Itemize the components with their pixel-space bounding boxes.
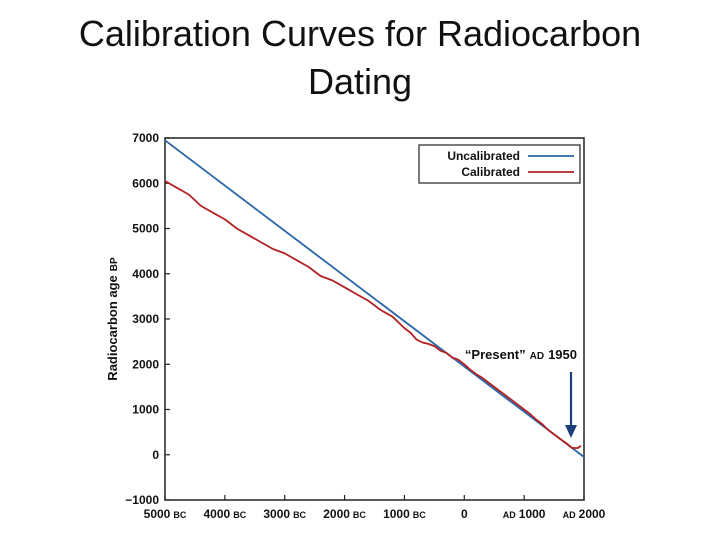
present-annotation-year: 1950 (548, 347, 577, 362)
slide-title-line-1: Calibration Curves for Radiocarbon (78, 13, 642, 54)
uncalibrated-line (164, 139, 585, 458)
present-arrow-head (565, 425, 577, 438)
legend-label-uncalibrated: Uncalibrated (447, 149, 520, 163)
x-tick-label: AD 1000 (503, 507, 546, 521)
present-annotation-quote: “Present” (465, 347, 526, 362)
legend-label-calibrated: Calibrated (461, 165, 520, 179)
y-tick-label: 2000 (132, 357, 159, 371)
x-tick-label: 5000 BC (144, 507, 187, 521)
y-tick-label: 3000 (132, 312, 159, 326)
y-axis-label-unit: BP (109, 257, 120, 271)
y-tick-label: 6000 (132, 176, 159, 190)
x-tick-label: 4000 BC (204, 507, 247, 521)
present-annotation: “Present” AD 1950 (465, 347, 577, 362)
legend-box (418, 144, 581, 184)
series-layer (164, 139, 585, 458)
x-tick-label: 0 (461, 507, 468, 521)
x-tick-label: AD 2000 (563, 507, 606, 521)
x-tick-label: 1000 BC (383, 507, 426, 521)
y-tick-label: 5000 (132, 222, 159, 236)
y-tick-label: 0 (152, 448, 159, 462)
present-annotation-era: AD (530, 351, 544, 362)
slide-title-line-2: Dating (307, 61, 413, 102)
y-axis-label: Radiocarbon age BP (105, 257, 120, 381)
y-tick-label: 7000 (132, 131, 159, 145)
calibrated-line (164, 180, 582, 449)
y-tick-label: −1000 (125, 493, 159, 507)
y-tick-label: 4000 (132, 267, 159, 281)
plot-frame (164, 137, 585, 501)
x-tick-label: 2000 BC (323, 507, 366, 521)
y-axis-label-text: Radiocarbon age (105, 275, 120, 380)
y-tick-label: 1000 (132, 403, 159, 417)
x-tick-label: 3000 BC (263, 507, 306, 521)
slide-title: Calibration Curves for Radiocarbon Datin… (40, 10, 680, 106)
